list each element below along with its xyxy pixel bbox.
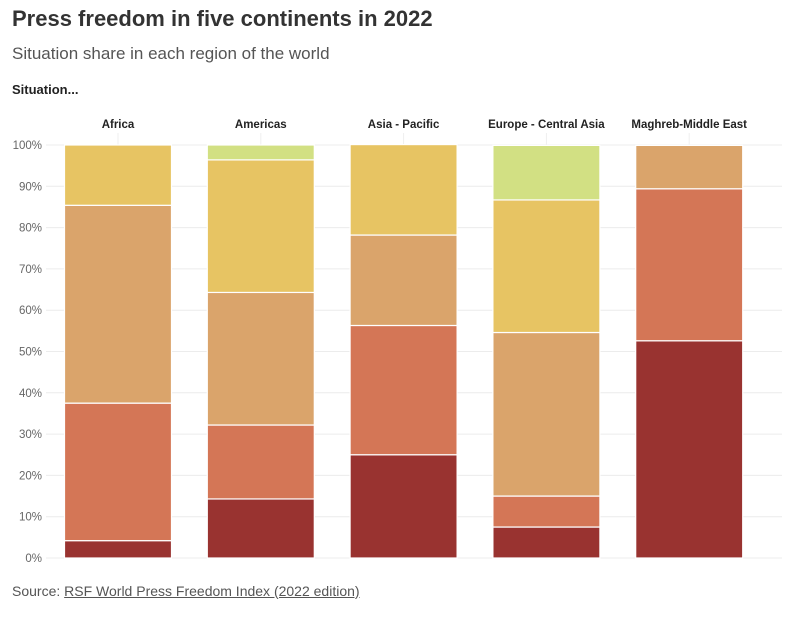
y-tick-label: 40%: [19, 388, 42, 400]
chart-subtitle: Situation share in each region of the wo…: [12, 44, 330, 63]
facet-label: Americas: [235, 119, 287, 131]
y-tick-label: 90%: [19, 181, 42, 193]
chart-title: Press freedom in five continents in 2022: [12, 6, 433, 31]
bar-segment: [492, 331, 601, 497]
bar-segment: [349, 234, 458, 327]
bar-segment: [492, 526, 601, 559]
y-tick-label: 60%: [19, 305, 42, 317]
bar-segment: [349, 324, 458, 456]
bar-segment: [492, 144, 601, 201]
bar-segment: [206, 498, 315, 559]
y-tick-label: 50%: [19, 347, 42, 359]
bar-segment: [206, 144, 315, 161]
bar-segment: [492, 495, 601, 528]
facet-label: Europe - Central Asia: [488, 119, 605, 131]
bar-segment: [63, 204, 173, 404]
facet-label: Asia - Pacific: [368, 119, 440, 131]
bar-segment: [206, 424, 315, 500]
y-tick-label: 10%: [19, 512, 42, 524]
y-tick-label: 100%: [13, 140, 42, 152]
bar-segment: [206, 291, 315, 426]
y-tick-label: 30%: [19, 429, 42, 441]
bar-segment: [349, 454, 458, 559]
y-tick-label: 20%: [19, 470, 42, 482]
y-tick-label: 70%: [19, 264, 42, 276]
bar-segment: [63, 144, 173, 206]
bar-segment: [492, 199, 601, 334]
bar-segment: [635, 188, 744, 342]
bar-segment: [63, 540, 173, 559]
legend-title: Situation...: [12, 82, 79, 97]
source-note: Source: RSF World Press Freedom Index (2…: [12, 583, 360, 599]
y-tick-label: 0%: [25, 553, 42, 565]
source-prefix: Source:: [12, 583, 65, 599]
facet-label: Africa: [102, 119, 135, 131]
bar-segment: [635, 144, 744, 190]
y-tick-label: 80%: [19, 223, 42, 235]
source-link[interactable]: RSF World Press Freedom Index (2022 edit…: [64, 583, 360, 599]
bar-segment: [635, 340, 744, 559]
bar-segment: [206, 159, 315, 294]
bar-segment: [349, 143, 458, 236]
bar-segment: [63, 402, 173, 542]
facet-label: Maghreb-Middle East: [631, 119, 747, 131]
